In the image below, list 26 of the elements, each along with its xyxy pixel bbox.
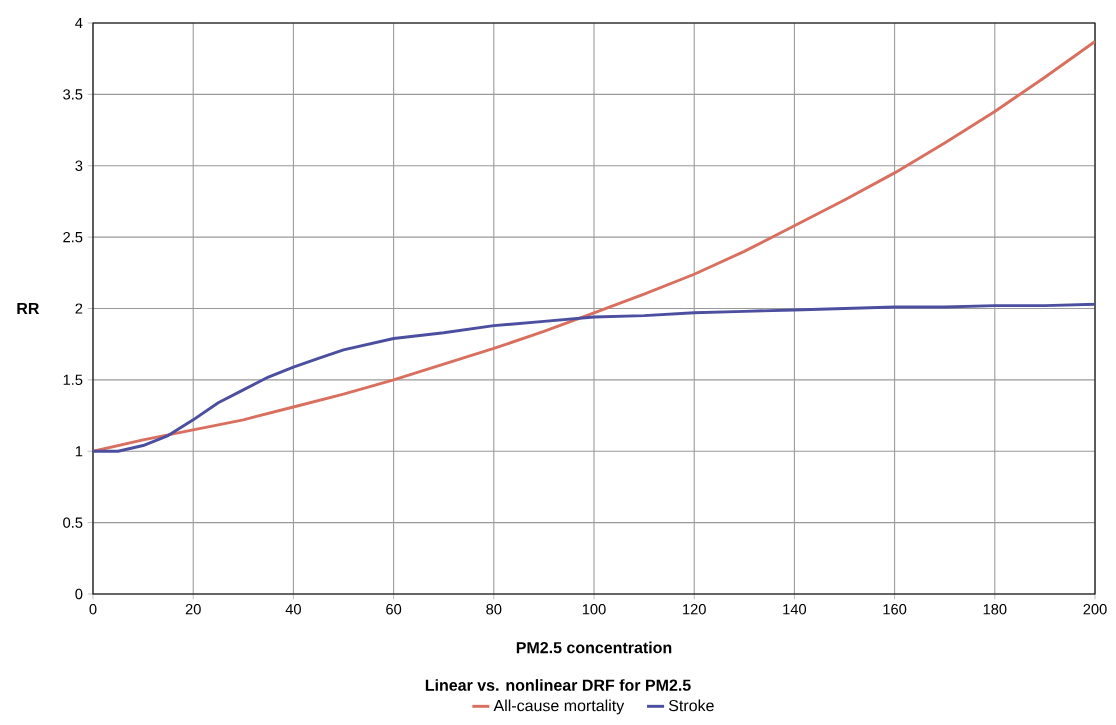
x-tick-label: 120 [683, 604, 706, 615]
y-tick-label: 0 [75, 588, 83, 600]
y-tick-label: 1 [75, 446, 83, 457]
line-series [93, 40, 1096, 453]
x-tick-label: 140 [783, 604, 807, 615]
y-tick-label: 3 [75, 160, 83, 171]
y-tick-label: 2 [75, 303, 83, 314]
x-tick-label: 80 [486, 604, 502, 615]
legend-title: Linear vs. nonlinear DRF for PM2.5 [425, 679, 691, 691]
x-axis-title: PM2.5 concentration [516, 641, 672, 654]
x-tick-label: 60 [386, 604, 402, 615]
legend-label: All-cause mortality [493, 699, 625, 715]
x-tick-label: 160 [883, 604, 907, 615]
y-tick-label: 1.5 [63, 374, 83, 385]
x-tick-label: 20 [185, 604, 201, 615]
x-tick-label: 180 [983, 604, 1007, 615]
y-tick-label: 4 [75, 17, 83, 29]
y-tick-label: 3.5 [63, 89, 83, 100]
y-tick-label: 2.5 [63, 231, 83, 243]
legend-label: Stroke [668, 699, 714, 712]
y-axis-title: RR [17, 303, 40, 314]
x-tick-label: 40 [285, 604, 301, 615]
x-tick-label: 100 [582, 604, 606, 615]
x-tick-label: 200 [1083, 604, 1107, 615]
y-tick-label: 0.5 [63, 517, 83, 528]
x-tick-label: 0 [89, 604, 97, 615]
